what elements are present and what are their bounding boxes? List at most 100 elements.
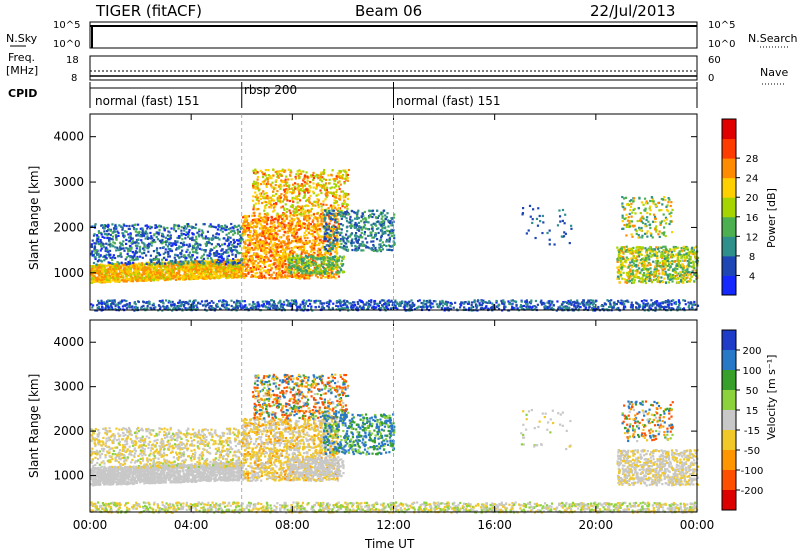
data-point	[343, 199, 346, 202]
data-point	[233, 240, 236, 244]
data-point	[295, 222, 299, 225]
data-point	[271, 194, 275, 197]
data-point	[289, 169, 292, 172]
data-point	[348, 225, 352, 228]
data-point	[225, 233, 228, 236]
data-point	[275, 192, 278, 196]
data-point	[143, 270, 146, 273]
data-point	[265, 269, 268, 272]
data-point	[282, 264, 285, 267]
data-point	[111, 231, 114, 235]
data-point	[283, 208, 286, 211]
data-point	[274, 187, 277, 190]
data-point	[231, 267, 234, 271]
data-point	[222, 265, 225, 269]
data-point	[353, 211, 356, 214]
data-point	[202, 223, 205, 226]
data-point	[168, 241, 171, 244]
data-point	[180, 232, 183, 235]
data-point	[152, 279, 156, 282]
data-point	[329, 252, 333, 255]
data-point	[289, 222, 292, 225]
data-point	[260, 183, 263, 186]
data-point	[283, 223, 286, 226]
data-point	[186, 225, 189, 228]
data-point	[217, 275, 220, 278]
data-point	[322, 239, 325, 243]
data-point	[283, 225, 286, 229]
data-point	[338, 187, 341, 191]
data-point	[355, 239, 358, 242]
data-point	[125, 230, 128, 233]
data-point	[111, 238, 114, 241]
data-point	[196, 266, 200, 270]
data-point	[217, 263, 220, 266]
data-point	[263, 219, 266, 222]
data-point	[251, 226, 255, 229]
data-point	[319, 235, 322, 238]
data-point	[190, 266, 194, 269]
data-point	[210, 266, 213, 269]
data-point	[265, 226, 268, 230]
data-point	[305, 242, 309, 245]
data-point	[163, 262, 167, 265]
cpid-row: CPID normal (fast) 151 rbsp 200 normal (…	[8, 82, 698, 108]
data-point	[333, 244, 337, 248]
data-point	[213, 252, 216, 255]
data-point	[341, 202, 344, 205]
data-point	[341, 173, 345, 177]
data-point	[229, 274, 233, 277]
data-point	[115, 249, 118, 252]
data-point	[136, 238, 139, 242]
data-point	[139, 268, 142, 271]
data-point	[108, 263, 111, 267]
data-point	[217, 233, 221, 236]
data-point	[272, 235, 275, 238]
data-point	[244, 246, 247, 249]
data-point	[302, 196, 305, 199]
data-point	[272, 206, 275, 209]
data-point	[296, 210, 299, 214]
data-point	[152, 269, 155, 272]
data-point	[368, 247, 371, 250]
data-point	[124, 279, 127, 282]
data-point	[325, 228, 328, 231]
data-point	[273, 255, 276, 259]
data-point	[315, 173, 318, 176]
data-point	[119, 225, 123, 228]
data-point	[182, 262, 185, 265]
data-point	[261, 244, 264, 247]
data-point	[299, 247, 302, 250]
data-point	[266, 182, 270, 186]
data-point	[323, 168, 326, 172]
data-point	[149, 225, 152, 228]
data-point	[275, 234, 278, 238]
data-point	[137, 278, 140, 281]
data-point	[141, 277, 144, 280]
data-point	[141, 227, 144, 230]
cpid-segment-3: normal (fast) 151	[396, 94, 500, 108]
data-point	[337, 172, 341, 175]
data-point	[360, 220, 363, 223]
data-point	[215, 271, 218, 274]
data-point	[227, 261, 230, 264]
data-point	[256, 187, 259, 190]
data-point	[331, 229, 335, 233]
data-point	[334, 277, 337, 280]
data-point	[232, 239, 235, 242]
data-point	[317, 174, 320, 177]
data-point	[291, 191, 294, 194]
data-point	[187, 225, 191, 228]
data-point	[222, 269, 225, 272]
data-point	[231, 244, 234, 247]
data-point	[252, 211, 255, 215]
data-point	[198, 265, 202, 268]
data-point	[235, 245, 238, 248]
data-point	[182, 226, 186, 230]
data-point	[115, 265, 118, 268]
data-point	[329, 219, 332, 222]
data-point	[128, 262, 131, 265]
data-point	[133, 269, 136, 272]
data-point	[160, 262, 163, 265]
data-point	[254, 234, 257, 237]
